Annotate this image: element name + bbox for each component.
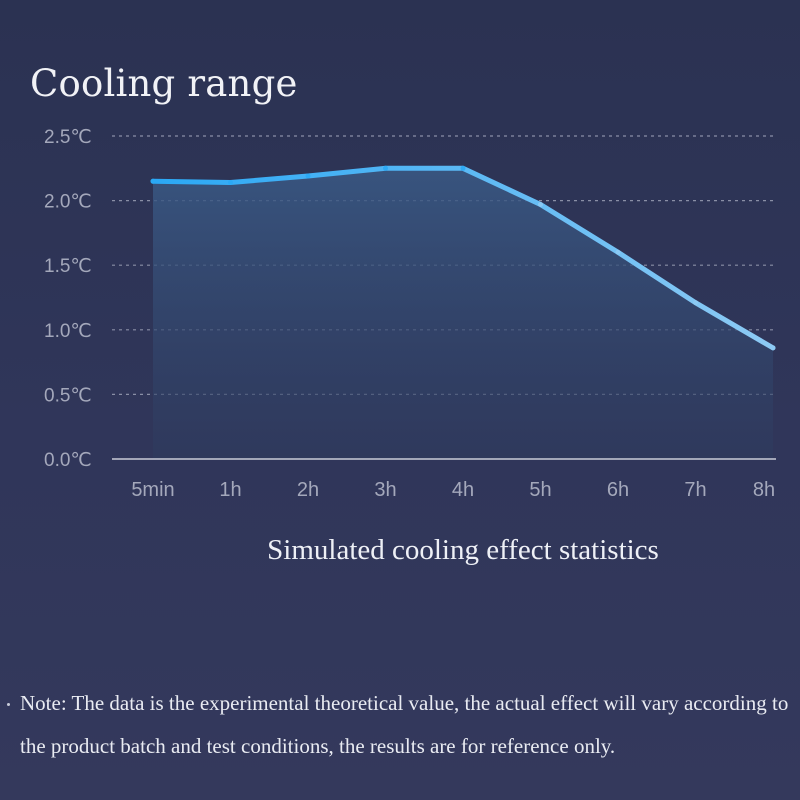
data-point-3h [383,165,388,171]
x-tick-label: 1h [219,479,241,501]
y-tick-label: 2.0℃ [44,192,92,213]
y-tick-label: 2.5℃ [44,127,92,148]
chart-title: Cooling range [30,62,298,105]
x-tick-label: 5h [529,479,551,501]
y-tick-label: 1.0℃ [44,321,92,342]
note-bullet [7,703,10,706]
y-axis-ticks: 0.0℃ 0.5℃ 1.0℃ 1.5℃ 2.0℃ 2.5℃ [44,127,92,471]
data-point-1h [228,180,233,186]
series-line [150,165,776,351]
x-tick-label: 4h [452,479,474,501]
y-tick-label: 0.5℃ [44,385,92,406]
x-tick-label: 6h [607,479,629,501]
x-tick-label: 7h [684,479,706,501]
data-point-2h [305,173,311,179]
disclaimer-note: Note: The data is the experimental theor… [20,691,789,758]
x-tick-label: 5min [131,479,174,501]
data-point-5min [150,178,156,184]
data-points [150,165,776,351]
x-tick-label: 2h [297,479,319,501]
data-point-5h [538,201,543,207]
chart-subtitle: Simulated cooling effect statistics [267,534,659,566]
data-point-4h [460,165,466,171]
y-tick-label: 0.0℃ [44,450,92,471]
x-tick-label: 3h [374,479,396,501]
x-axis-ticks: 5min 1h 2h 3h 4h 5h 6h 7h 8h [131,479,775,501]
data-point-6h [615,249,621,255]
area-layer [150,165,776,460]
data-point-8h [770,345,776,351]
x-tick-label: 8h [753,479,775,501]
y-tick-label: 1.5℃ [44,256,92,277]
area-fill [153,168,773,460]
data-point-7h [693,300,698,306]
